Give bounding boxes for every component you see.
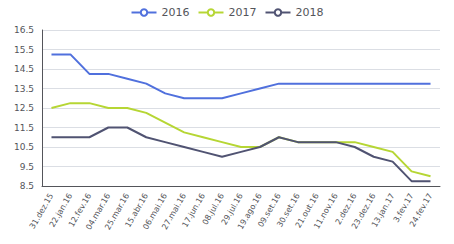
svg-text:16.5: 16.5: [14, 25, 34, 35]
svg-text:04.mar.16: 04.mar.16: [84, 191, 113, 232]
svg-text:29.jul.16: 29.jul.16: [219, 191, 245, 227]
svg-text:08.jul.16: 08.jul.16: [200, 191, 226, 227]
svg-text:14.5: 14.5: [14, 64, 34, 74]
svg-text:06.mai.16: 06.mai.16: [141, 191, 170, 232]
svg-text:13.5: 13.5: [14, 84, 34, 94]
svg-text:15.5: 15.5: [14, 45, 34, 55]
svg-text:23.dez.16: 23.dez.16: [350, 191, 378, 231]
svg-text:21.out.16: 21.out.16: [293, 191, 321, 230]
svg-text:3.fev.17: 3.fev.17: [391, 191, 416, 225]
svg-text:24.fev.17: 24.fev.17: [408, 192, 434, 229]
svg-text:11.5: 11.5: [14, 123, 34, 133]
svg-text:12.5: 12.5: [14, 103, 34, 113]
svg-text:13.jan.17: 13.jan.17: [370, 192, 397, 229]
svg-text:9.5: 9.5: [20, 162, 34, 172]
svg-text:22.jan.16: 22.jan.16: [47, 191, 75, 229]
svg-text:17.jun.16: 17.jun.16: [180, 191, 207, 229]
svg-text:2017: 2017: [229, 6, 257, 19]
svg-text:11.nov.16: 11.nov.16: [312, 192, 340, 231]
svg-text:27.mai.16: 27.mai.16: [160, 191, 188, 232]
svg-text:2.dez.16: 2.dez.16: [333, 191, 359, 227]
svg-text:30.set.16: 30.set.16: [275, 191, 302, 229]
svg-text:12.fev.16: 12.fev.16: [66, 191, 94, 229]
svg-text:31.dez.15: 31.dez.15: [27, 191, 56, 231]
svg-text:25.mar.16: 25.mar.16: [103, 191, 132, 232]
svg-text:2016: 2016: [162, 6, 190, 19]
svg-text:09.set.16: 09.set.16: [256, 191, 283, 229]
svg-text:2018: 2018: [295, 6, 323, 19]
svg-text:19.ago.16: 19.ago.16: [236, 191, 264, 231]
svg-text:15.abr.16: 15.abr.16: [123, 191, 151, 230]
svg-text:8.5: 8.5: [20, 181, 34, 191]
svg-text:10.5: 10.5: [14, 142, 34, 152]
